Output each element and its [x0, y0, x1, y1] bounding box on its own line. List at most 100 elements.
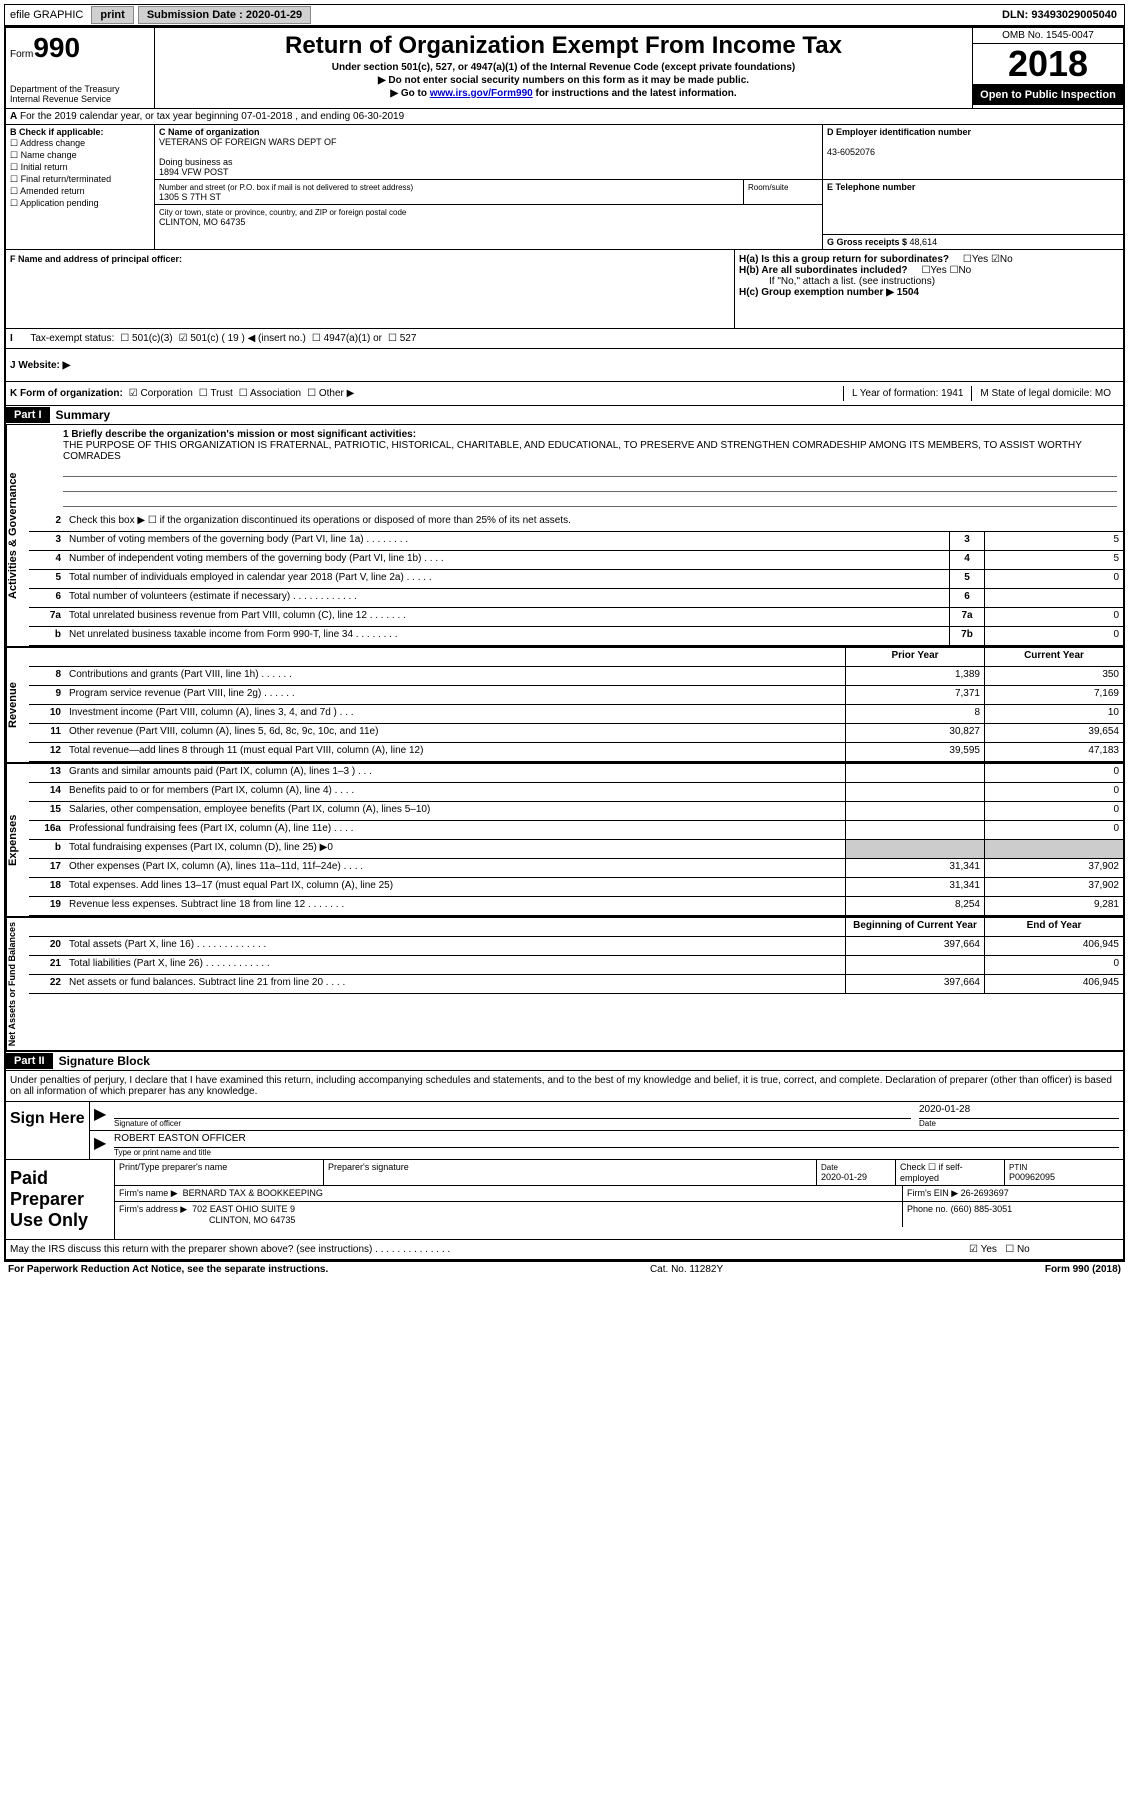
cb-initial-return[interactable]: ☐ Initial return [10, 162, 150, 173]
tax-year: 2018 [973, 44, 1123, 85]
line-7a: 7aTotal unrelated business revenue from … [29, 608, 1123, 627]
cat-no: Cat. No. 11282Y [328, 1264, 1045, 1275]
side-revenue: Revenue [6, 648, 29, 762]
principal-officer-row: F Name and address of principal officer:… [6, 250, 1123, 329]
dba-name: 1894 VFW POST [159, 167, 229, 177]
sign-date: 2020-01-28 [919, 1104, 1119, 1118]
form-container: Form990 Department of the Treasury Inter… [4, 26, 1125, 1262]
firm-phone: (660) 885-3051 [951, 1204, 1013, 1214]
col-current-year: Current Year [984, 648, 1123, 666]
inspection-badge: Open to Public Inspection [973, 85, 1123, 105]
mission-text: THE PURPOSE OF THIS ORGANIZATION IS FRAT… [63, 440, 1082, 462]
exp-line-15: 15Salaries, other compensation, employee… [29, 802, 1123, 821]
col-end-year: End of Year [984, 918, 1123, 936]
cb-other[interactable]: ☐ Other ▶ [307, 388, 354, 399]
rev-line-8: 8Contributions and grants (Part VIII, li… [29, 667, 1123, 686]
cb-501c[interactable]: ☑ 501(c) ( 19 ) ◀ (insert no.) [179, 333, 306, 344]
rev-line-9: 9Program service revenue (Part VIII, lin… [29, 686, 1123, 705]
signature-section: Under penalties of perjury, I declare th… [6, 1071, 1123, 1260]
page-footer: For Paperwork Reduction Act Notice, see … [4, 1262, 1125, 1277]
rev-line-10: 10Investment income (Part VIII, column (… [29, 705, 1123, 724]
perjury-declaration: Under penalties of perjury, I declare th… [6, 1071, 1123, 1102]
rev-line-11: 11Other revenue (Part VIII, column (A), … [29, 724, 1123, 743]
cb-4947[interactable]: ☐ 4947(a)(1) or [312, 333, 382, 344]
state-domicile: M State of legal domicile: MO [971, 386, 1119, 401]
form-version: Form 990 (2018) [1045, 1264, 1121, 1275]
city-state-zip: CLINTON, MO 64735 [159, 217, 245, 227]
dept-label: Department of the Treasury Internal Reve… [10, 84, 150, 104]
year-formation: L Year of formation: 1941 [843, 386, 971, 401]
exp-line-17: 17Other expenses (Part IX, column (A), l… [29, 859, 1123, 878]
net-line-20: 20Total assets (Part X, line 16) . . . .… [29, 937, 1123, 956]
col-beginning-year: Beginning of Current Year [845, 918, 984, 936]
efile-label: efile GRAPHIC [6, 7, 87, 23]
prep-date: 2020-01-29 [821, 1172, 867, 1182]
cb-address-change[interactable]: ☐ Address change [10, 138, 150, 149]
net-line-22: 22Net assets or fund balances. Subtract … [29, 975, 1123, 994]
paperwork-notice: For Paperwork Reduction Act Notice, see … [8, 1264, 328, 1275]
form-title: Return of Organization Exempt From Incom… [159, 32, 968, 60]
year-block: OMB No. 1545-0047 2018 Open to Public In… [972, 28, 1123, 108]
cb-name-change[interactable]: ☐ Name change [10, 150, 150, 161]
ein-value: 43-6052076 [827, 147, 875, 157]
rev-line-12: 12Total revenue—add lines 8 through 11 (… [29, 743, 1123, 762]
line-6: 6Total number of volunteers (estimate if… [29, 589, 1123, 608]
instructions-link[interactable]: www.irs.gov/Form990 [430, 88, 533, 99]
exp-line-b: bTotal fundraising expenses (Part IX, co… [29, 840, 1123, 859]
cb-association[interactable]: ☐ Association [239, 388, 301, 399]
line-7b: bNet unrelated business taxable income f… [29, 627, 1123, 646]
exp-line-14: 14Benefits paid to or for members (Part … [29, 783, 1123, 802]
gross-receipts: 48,614 [910, 237, 938, 247]
cb-amended-return[interactable]: ☐ Amended return [10, 186, 150, 197]
cb-final-return[interactable]: ☐ Final return/terminated [10, 174, 150, 185]
col-prior-year: Prior Year [845, 648, 984, 666]
exp-line-19: 19Revenue less expenses. Subtract line 1… [29, 897, 1123, 916]
form-org-row: K Form of organization: ☑ Corporation ☐ … [6, 382, 1123, 406]
cb-application-pending[interactable]: ☐ Application pending [10, 198, 150, 209]
form-title-block: Return of Organization Exempt From Incom… [155, 28, 972, 108]
net-line-21: 21Total liabilities (Part X, line 26) . … [29, 956, 1123, 975]
side-activities-governance: Activities & Governance [6, 425, 29, 646]
form-id-block: Form990 Department of the Treasury Inter… [6, 28, 155, 108]
part1-header: Part I Summary [6, 406, 1123, 425]
firm-addr1: 702 EAST OHIO SUITE 9 [192, 1204, 295, 1214]
street-address: 1305 S 7TH ST [159, 192, 221, 202]
ptin: P00962095 [1009, 1172, 1055, 1182]
submission-date-field: Submission Date : 2020-01-29 [138, 6, 311, 24]
officer-name: ROBERT EASTON OFFICER [114, 1133, 1119, 1147]
col-b-checkboxes: B Check if applicable: ☐ Address change … [6, 125, 155, 249]
firm-name: BERNARD TAX & BOOKKEEPING [183, 1188, 323, 1198]
line-5: 5Total number of individuals employed in… [29, 570, 1123, 589]
firm-addr2: CLINTON, MO 64735 [119, 1215, 295, 1225]
side-expenses: Expenses [6, 764, 29, 916]
form-header: Form990 Department of the Treasury Inter… [6, 28, 1123, 109]
cb-corporation[interactable]: ☑ Corporation [129, 388, 193, 399]
col-c-org-info: C Name of organization VETERANS OF FOREI… [155, 125, 822, 249]
website-row: J Website: ▶ [6, 349, 1123, 382]
firm-ein: 26-2693697 [961, 1188, 1009, 1198]
sign-here-label: Sign Here [6, 1102, 90, 1159]
row-a-tax-year: A For the 2019 calendar year, or tax yea… [6, 109, 1123, 125]
top-toolbar: efile GRAPHIC print Submission Date : 20… [4, 4, 1125, 26]
tax-exempt-status-row: I Tax-exempt status: ☐ 501(c)(3) ☑ 501(c… [6, 329, 1123, 349]
org-name: VETERANS OF FOREIGN WARS DEPT OF [159, 137, 337, 147]
cb-527[interactable]: ☐ 527 [388, 333, 416, 344]
exp-line-16a: 16aProfessional fundraising fees (Part I… [29, 821, 1123, 840]
side-net-assets: Net Assets or Fund Balances [6, 918, 29, 1050]
exp-line-18: 18Total expenses. Add lines 13–17 (must … [29, 878, 1123, 897]
discuss-question: May the IRS discuss this return with the… [6, 1240, 965, 1259]
col-de-ids: D Employer identification number 43-6052… [822, 125, 1123, 249]
line-4: 4Number of independent voting members of… [29, 551, 1123, 570]
exp-line-13: 13Grants and similar amounts paid (Part … [29, 764, 1123, 783]
cb-trust[interactable]: ☐ Trust [199, 388, 233, 399]
print-button[interactable]: print [91, 6, 133, 24]
part2-header: Part II Signature Block [6, 1052, 1123, 1071]
paid-preparer-label: Paid Preparer Use Only [6, 1160, 115, 1239]
mission-block: 1 Briefly describe the organization's mi… [29, 425, 1123, 513]
discuss-answer: ☑ Yes ☐ No [965, 1240, 1123, 1259]
entity-info-grid: B Check if applicable: ☐ Address change … [6, 125, 1123, 250]
dln-label: DLN: 93493029005040 [1002, 9, 1123, 21]
omb-number: OMB No. 1545-0047 [973, 28, 1123, 44]
cb-501c3[interactable]: ☐ 501(c)(3) [120, 333, 172, 344]
line-3: 3Number of voting members of the governi… [29, 532, 1123, 551]
